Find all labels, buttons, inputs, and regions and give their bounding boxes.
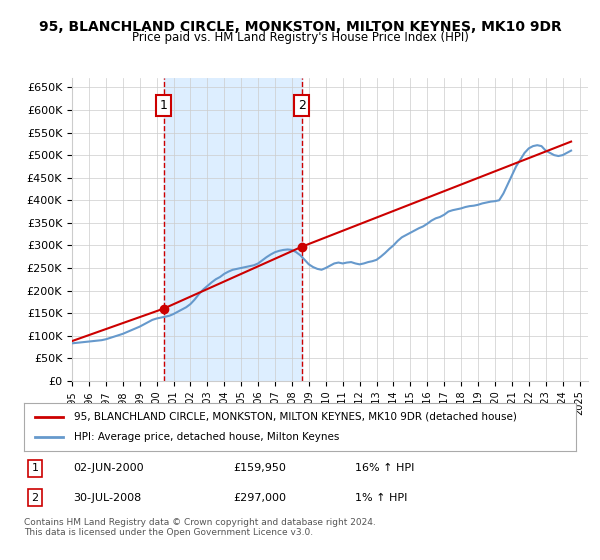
Text: HPI: Average price, detached house, Milton Keynes: HPI: Average price, detached house, Milt…: [74, 432, 339, 442]
Text: 1% ↑ HPI: 1% ↑ HPI: [355, 493, 407, 503]
Text: 16% ↑ HPI: 16% ↑ HPI: [355, 463, 415, 473]
Text: 95, BLANCHLAND CIRCLE, MONKSTON, MILTON KEYNES, MK10 9DR (detached house): 95, BLANCHLAND CIRCLE, MONKSTON, MILTON …: [74, 412, 517, 422]
Text: 2: 2: [31, 493, 38, 503]
Text: £297,000: £297,000: [234, 493, 287, 503]
Text: £159,950: £159,950: [234, 463, 287, 473]
Text: 30-JUL-2008: 30-JUL-2008: [74, 493, 142, 503]
Bar: [164, 78, 302, 381]
Text: 1: 1: [160, 99, 167, 112]
Text: Contains HM Land Registry data © Crown copyright and database right 2024.
This d: Contains HM Land Registry data © Crown c…: [24, 518, 376, 538]
Text: 02-JUN-2000: 02-JUN-2000: [74, 463, 145, 473]
Text: 95, BLANCHLAND CIRCLE, MONKSTON, MILTON KEYNES, MK10 9DR: 95, BLANCHLAND CIRCLE, MONKSTON, MILTON …: [38, 20, 562, 34]
Text: Price paid vs. HM Land Registry's House Price Index (HPI): Price paid vs. HM Land Registry's House …: [131, 31, 469, 44]
Text: 2: 2: [298, 99, 305, 112]
Text: 1: 1: [32, 463, 38, 473]
